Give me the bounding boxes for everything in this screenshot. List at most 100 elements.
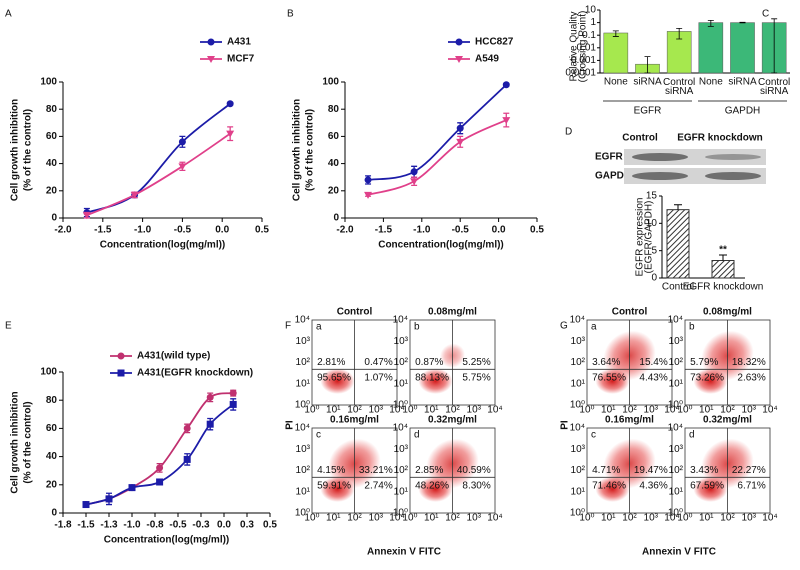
quadrant-percent: 71.46%	[592, 480, 626, 491]
quadrant-percent: 40.59%	[457, 465, 491, 476]
y-tick-label: 40	[328, 158, 340, 169]
x-tick-label: 10³	[369, 405, 384, 416]
y-tick-label: 10²	[669, 465, 684, 476]
quadrant-percent: 1.07%	[364, 372, 392, 383]
marker	[207, 56, 215, 63]
x-tick-label: -0.3	[192, 520, 210, 531]
quadrant-percent: 5.25%	[462, 357, 490, 368]
y-tick-label: 10¹	[669, 378, 684, 389]
y-tick-label: 0	[51, 213, 57, 224]
y-axis-label: (% of the control)	[23, 109, 34, 191]
x-tick-label: 0.5	[263, 520, 277, 531]
x-tick-label: 10⁴	[664, 405, 679, 416]
y-tick-label: 10	[585, 5, 597, 16]
x-tick-label: 10⁰	[677, 405, 692, 416]
y-tick-label: 0	[651, 273, 657, 284]
marker	[117, 369, 125, 377]
quadrant-percent: 4.15%	[317, 465, 345, 476]
marker	[117, 352, 125, 360]
y-tick-label: 10²	[571, 357, 586, 368]
y-tick-label: 0.0001	[565, 68, 596, 79]
plot-title: 0.32mg/ml	[428, 415, 477, 426]
y-tick-label: 20	[328, 185, 340, 196]
y-tick-label: 10¹	[394, 486, 409, 497]
x-tick-label: Control	[662, 282, 694, 293]
y-tick-label: 10⁴	[295, 315, 310, 326]
y-axis-label: PI	[285, 420, 296, 430]
y-tick-label: 10⁴	[570, 423, 585, 434]
error-bar	[674, 204, 682, 210]
quadrant-percent: 59.91%	[317, 480, 351, 491]
plot-title: 0.08mg/ml	[428, 307, 477, 318]
quadrant-percent: 15.4%	[639, 357, 667, 368]
y-tick-label: 10⁰	[570, 508, 585, 519]
x-tick-label: 10²	[347, 405, 362, 416]
y-tick-label: 10³	[394, 336, 409, 347]
x-tick-label: 10¹	[601, 405, 616, 416]
y-axis-label: Relative Quality	[569, 11, 580, 81]
y-tick-label: 10²	[669, 357, 684, 368]
y-tick-label: 15	[646, 191, 658, 202]
x-tick-label: 10³	[467, 513, 482, 524]
blot-band	[705, 154, 761, 160]
y-tick-label: 60	[46, 131, 58, 142]
x-tick-label: -0.5	[169, 520, 187, 531]
quadrant-percent: 2.81%	[317, 357, 345, 368]
y-tick-label: 10³	[296, 444, 311, 455]
x-tick-label: Control siRNA	[663, 77, 695, 97]
bar	[711, 260, 735, 279]
x-tick-label: 10⁴	[487, 513, 502, 524]
x-tick-label: 10²	[347, 513, 362, 524]
error-bar	[719, 254, 727, 261]
marker	[82, 501, 90, 509]
x-tick-label: 10⁴	[487, 405, 502, 416]
x-tick-label: 10¹	[326, 513, 341, 524]
x-tick-label: -1.8	[54, 520, 72, 531]
y-tick-label: 10¹	[669, 486, 684, 497]
y-axis-label: Cell growth inhibition	[10, 99, 21, 201]
blot-row-label: GAPDH	[595, 171, 631, 182]
x-tick-label: 10⁰	[402, 405, 417, 416]
y-tick-label: 0	[51, 508, 57, 519]
quadrant-percent: 2.74%	[364, 480, 392, 491]
error-bar	[739, 21, 746, 24]
x-tick-label: 10⁰	[304, 513, 319, 524]
quadrant-id: a	[316, 322, 322, 333]
marker	[178, 138, 186, 146]
legend-label: A431(wild type)	[137, 351, 210, 362]
panel-letter: G	[560, 321, 568, 332]
marker	[206, 393, 214, 401]
y-tick-label: 40	[46, 451, 58, 462]
y-axis-label: (EGFR/GAPDH)	[644, 201, 655, 274]
cell-cloud	[320, 368, 355, 394]
x-tick-label: 10⁴	[389, 405, 404, 416]
y-tick-label: 10¹	[571, 378, 586, 389]
y-tick-label: 100	[40, 77, 57, 88]
legend-label: MCF7	[227, 54, 255, 65]
y-tick-label: 10⁴	[668, 315, 683, 326]
y-tick-label: 80	[46, 395, 58, 406]
y-axis-label: PI	[560, 420, 571, 430]
legend-label: A431(EGFR knockdown)	[137, 368, 253, 379]
panel-letter: F	[285, 321, 291, 332]
y-tick-label: 10²	[296, 465, 311, 476]
legend-label: A549	[475, 54, 499, 65]
bar	[698, 22, 724, 74]
blot-band	[632, 172, 688, 180]
x-tick-label: 10³	[369, 513, 384, 524]
y-tick-label: 0.001	[571, 55, 596, 66]
y-tick-label: 10⁰	[570, 400, 585, 411]
y-tick-label: 20	[46, 479, 58, 490]
x-tick-label: 10³	[742, 405, 757, 416]
marker	[455, 38, 463, 46]
x-tick-label: 10⁴	[389, 513, 404, 524]
quadrant-percent: 0.87%	[415, 357, 443, 368]
group-label: GAPDH	[725, 106, 761, 117]
y-axis-label: EGFR expression	[635, 198, 646, 277]
quadrant-percent: 3.64%	[592, 357, 620, 368]
x-tick-label: 10¹	[424, 513, 439, 524]
marker	[364, 191, 373, 199]
x-tick-label: 10¹	[699, 405, 714, 416]
x-tick-label: -1.5	[77, 520, 95, 531]
blot-column-label: Control	[622, 133, 658, 144]
